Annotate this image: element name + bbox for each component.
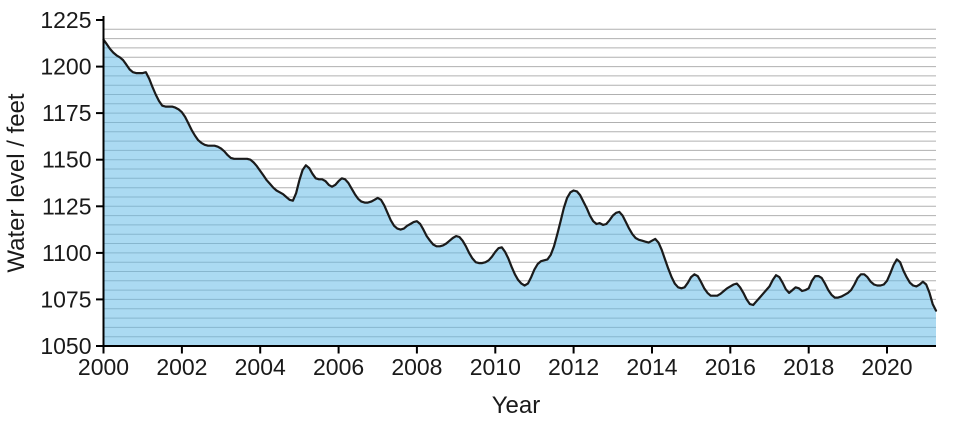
x-tick-label: 2008	[391, 354, 442, 380]
area-fill	[103, 39, 936, 346]
x-tick-label: 2010	[470, 354, 521, 380]
y-tick-label: 1100	[42, 240, 91, 266]
x-tick-label: 2002	[156, 354, 207, 380]
y-tick-label: 1075	[40, 286, 91, 312]
y-ticks: 1050 1075 1100 1125 1150 1175 1200 1225	[40, 7, 104, 359]
x-tick-label: 2018	[783, 354, 834, 380]
x-tick-label: 2004	[235, 354, 286, 380]
x-tick-label: 2006	[313, 354, 364, 380]
y-tick-label: 1200	[40, 54, 91, 80]
x-tick-label: 2012	[548, 354, 599, 380]
y-tick-label: 1125	[42, 193, 91, 219]
x-ticks: 2000 2002 2004 2006 2008 2010 2012 2014 2016 2018…	[78, 346, 913, 380]
x-tick-label: 2000	[78, 354, 129, 380]
x-tick-label: 2016	[705, 354, 756, 380]
y-axis-title: Water level / feet	[3, 93, 30, 273]
y-tick-label: 1225	[40, 7, 91, 33]
axes	[102, 16, 936, 347]
y-tick-label: 1150	[42, 147, 91, 173]
x-axis-title: Year	[492, 392, 541, 419]
y-tick-label: 1050	[40, 333, 91, 359]
y-tick-label: 1175	[42, 100, 91, 126]
x-tick-label: 2014	[626, 354, 677, 380]
water-level-line	[102, 38, 938, 312]
x-tick-label: 2020	[861, 354, 912, 380]
